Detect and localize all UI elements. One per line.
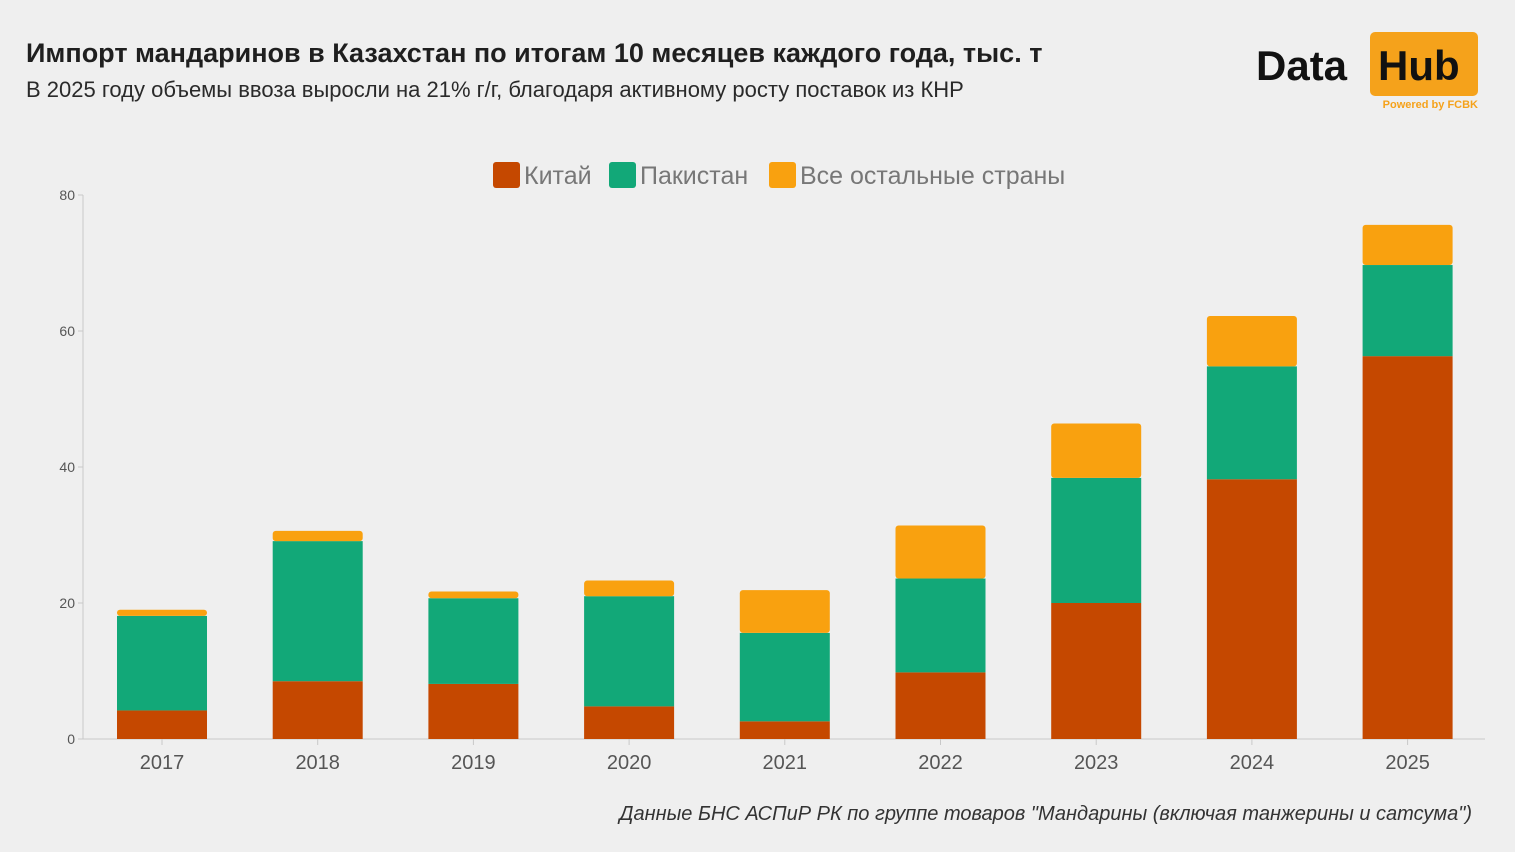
y-tick-label: 60 — [59, 323, 75, 339]
bar-segment — [895, 525, 986, 579]
y-tick-label: 0 — [67, 731, 75, 747]
data-source-footnote: Данные БНС АСПиР РК по группе товаров "М… — [619, 803, 1472, 825]
legend-swatch — [769, 162, 796, 188]
legend-label: Пакистан — [640, 162, 748, 190]
bar-segment — [739, 632, 830, 722]
datahub-logo: Data Hub Powered by FCBK — [1256, 32, 1478, 116]
chart-title: Импорт мандаринов в Казахстан по итогам … — [26, 38, 1043, 68]
bar-segment — [428, 591, 519, 599]
bar-segment — [584, 706, 675, 739]
bar-segment — [895, 672, 986, 739]
bar-segment — [428, 598, 519, 684]
x-tick-label: 2018 — [295, 752, 340, 774]
bar-segment — [117, 710, 207, 739]
x-tick-label: 2024 — [1230, 752, 1275, 774]
legend-label: Китай — [524, 162, 592, 190]
bar-segment — [739, 590, 830, 633]
bar-segment — [272, 541, 363, 682]
bar-segment — [1362, 265, 1453, 357]
bar-segment — [895, 578, 986, 673]
legend-swatch — [609, 162, 636, 188]
x-tick-label: 2022 — [918, 752, 963, 774]
x-tick-label: 2017 — [140, 752, 185, 774]
chart-subtitle: В 2025 году объемы ввоза выросли на 21% … — [26, 77, 964, 102]
bar-segment — [1206, 316, 1297, 367]
bar-segment — [1206, 479, 1297, 739]
x-tick-label: 2019 — [451, 752, 496, 774]
y-tick-label: 80 — [59, 187, 75, 203]
bar-segment — [1362, 356, 1453, 739]
x-tick-label: 2021 — [763, 752, 808, 774]
x-tick-label: 2025 — [1385, 752, 1430, 774]
legend-swatch — [493, 162, 520, 188]
bar-segment — [272, 681, 363, 739]
bar-segment — [272, 530, 363, 542]
bar-segment — [584, 580, 675, 597]
bar-segment — [1206, 366, 1297, 480]
bar-segment — [1051, 477, 1142, 603]
x-tick-label: 2023 — [1074, 752, 1119, 774]
bar-segment — [739, 721, 830, 739]
y-tick-label: 20 — [59, 595, 75, 611]
logo-word-hub: Hub — [1378, 42, 1460, 89]
y-tick-label: 40 — [59, 459, 75, 475]
bar-segment — [117, 609, 207, 616]
bar-segment — [117, 615, 207, 711]
logo-word-data: Data — [1256, 42, 1348, 89]
x-tick-label: 2020 — [607, 752, 652, 774]
bar-segment — [428, 683, 519, 739]
legend-label: Все остальные страны — [800, 162, 1065, 190]
bar-segment — [1362, 224, 1453, 266]
bar-segment — [1051, 603, 1142, 739]
bar-segment — [1051, 423, 1142, 478]
logo-orange-box — [1370, 32, 1478, 96]
logo-powered-by: Powered by FCBK — [1382, 99, 1478, 111]
bar-segment — [584, 596, 675, 707]
